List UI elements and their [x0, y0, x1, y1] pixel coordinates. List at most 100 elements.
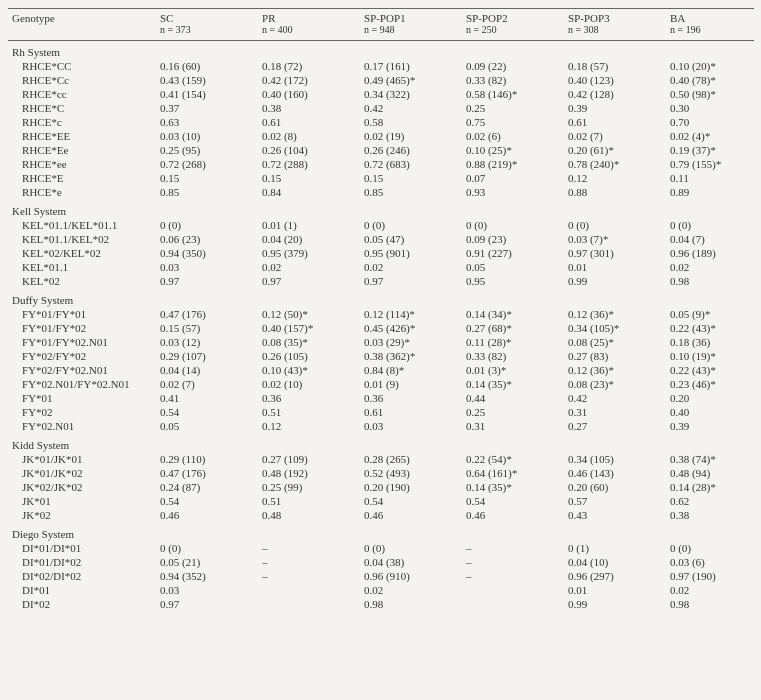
- value-cell: 0.72 (268): [156, 158, 258, 172]
- value-cell: 0.42: [564, 392, 666, 406]
- value-cell: 0.42 (172): [258, 74, 360, 88]
- value-cell: 0.03: [360, 420, 462, 434]
- section-title-row: Diego System: [8, 523, 754, 542]
- col-sub: n = 373: [160, 25, 254, 36]
- genotype-cell: FY*01/FY*02.N01: [8, 336, 156, 350]
- value-cell: 0.38 (362)*: [360, 350, 462, 364]
- table-row: FY*010.410.360.360.440.420.20: [8, 392, 754, 406]
- value-cell: 0.01 (9): [360, 378, 462, 392]
- value-cell: 0.47 (176): [156, 308, 258, 322]
- value-cell: –: [462, 556, 564, 570]
- value-cell: 0.39: [666, 420, 754, 434]
- value-cell: 0.42 (128): [564, 88, 666, 102]
- genotype-cell: DI*02/DI*02: [8, 570, 156, 584]
- value-cell: 0.95 (379): [258, 247, 360, 261]
- value-cell: 0.37: [156, 102, 258, 116]
- value-cell: 0.89: [666, 186, 754, 200]
- value-cell: 0.34 (322): [360, 88, 462, 102]
- value-cell: 0.46: [462, 509, 564, 523]
- genotype-cell: RHCE*e: [8, 186, 156, 200]
- value-cell: 0.08 (25)*: [564, 336, 666, 350]
- value-cell: 0 (1): [564, 542, 666, 556]
- genotype-cell: JK*01/JK*02: [8, 467, 156, 481]
- value-cell: 0.50 (98)*: [666, 88, 754, 102]
- value-cell: –: [258, 556, 360, 570]
- table-row: FY*02.N01/FY*02.N010.02 (7)0.02 (10)0.01…: [8, 378, 754, 392]
- genotype-cell: RHCE*ee: [8, 158, 156, 172]
- col-sub: n = 250: [466, 25, 560, 36]
- value-cell: 0.29 (110): [156, 453, 258, 467]
- value-cell: 0.36: [360, 392, 462, 406]
- value-cell: 0 (0): [360, 542, 462, 556]
- value-cell: 0.02: [666, 261, 754, 275]
- genotype-cell: RHCE*E: [8, 172, 156, 186]
- value-cell: 0.12 (50)*: [258, 308, 360, 322]
- table-row: JK*02/JK*020.24 (87)0.25 (99)0.20 (190)0…: [8, 481, 754, 495]
- value-cell: 0.25: [462, 102, 564, 116]
- value-cell: 0.05 (9)*: [666, 308, 754, 322]
- value-cell: 0.40 (123): [564, 74, 666, 88]
- value-cell: 0.14 (35)*: [462, 481, 564, 495]
- value-cell: 0.01: [564, 584, 666, 598]
- value-cell: 0.03 (10): [156, 130, 258, 144]
- value-cell: 0.01 (1): [258, 219, 360, 233]
- value-cell: 0.11: [666, 172, 754, 186]
- value-cell: 0.03 (7)*: [564, 233, 666, 247]
- value-cell: 0.97: [258, 275, 360, 289]
- value-cell: 0.72 (683): [360, 158, 462, 172]
- table-row: DI*02/DI*020.94 (352)–0.96 (910)–0.96 (2…: [8, 570, 754, 584]
- col-sc: SC n = 373: [156, 9, 258, 41]
- value-cell: 0.26 (104): [258, 144, 360, 158]
- table-row: RHCE*Ee0.25 (95)0.26 (104)0.26 (246)0.10…: [8, 144, 754, 158]
- value-cell: 0.10 (25)*: [462, 144, 564, 158]
- value-cell: 0.22 (43)*: [666, 322, 754, 336]
- col-pr: PR n = 400: [258, 9, 360, 41]
- value-cell: 0.64 (161)*: [462, 467, 564, 481]
- value-cell: 0.11 (28)*: [462, 336, 564, 350]
- value-cell: 0.94 (350): [156, 247, 258, 261]
- value-cell: 0.08 (35)*: [258, 336, 360, 350]
- value-cell: 0.97 (301): [564, 247, 666, 261]
- value-cell: 0.39: [564, 102, 666, 116]
- genotype-cell: RHCE*cc: [8, 88, 156, 102]
- genotype-cell: DI*02: [8, 598, 156, 612]
- value-cell: 0.22 (43)*: [666, 364, 754, 378]
- genotype-cell: DI*01: [8, 584, 156, 598]
- value-cell: 0 (0): [360, 219, 462, 233]
- value-cell: 0.04 (14): [156, 364, 258, 378]
- value-cell: 0.02: [360, 584, 462, 598]
- value-cell: 0.58: [360, 116, 462, 130]
- value-cell: 0.96 (297): [564, 570, 666, 584]
- value-cell: 0.96 (189): [666, 247, 754, 261]
- col-ba: BA n = 196: [666, 9, 754, 41]
- section-title-row: Kell System: [8, 200, 754, 219]
- value-cell: 0.27 (68)*: [462, 322, 564, 336]
- value-cell: 0.46: [360, 509, 462, 523]
- value-cell: 0.25 (95): [156, 144, 258, 158]
- value-cell: 0.02: [666, 584, 754, 598]
- table-row: RHCE*EE0.03 (10)0.02 (8)0.02 (19)0.02 (6…: [8, 130, 754, 144]
- value-cell: 0.20 (60): [564, 481, 666, 495]
- genotype-cell: RHCE*C: [8, 102, 156, 116]
- value-cell: 0.07: [462, 172, 564, 186]
- value-cell: 0.25 (99): [258, 481, 360, 495]
- value-cell: 0.38 (74)*: [666, 453, 754, 467]
- value-cell: 0.40 (157)*: [258, 322, 360, 336]
- value-cell: 0.05 (21): [156, 556, 258, 570]
- genotype-cell: FY*02.N01: [8, 420, 156, 434]
- table-row: KEL*01.10.030.020.020.050.010.02: [8, 261, 754, 275]
- value-cell: 0.02: [360, 261, 462, 275]
- genotype-cell: RHCE*Ee: [8, 144, 156, 158]
- value-cell: 0 (0): [462, 219, 564, 233]
- table-row: RHCE*e0.850.840.850.930.880.89: [8, 186, 754, 200]
- value-cell: 0.05: [462, 261, 564, 275]
- genotype-cell: DI*01/DI*02: [8, 556, 156, 570]
- value-cell: 0.85: [156, 186, 258, 200]
- value-cell: 0.43: [564, 509, 666, 523]
- value-cell: 0.97: [156, 275, 258, 289]
- value-cell: 0.54: [156, 406, 258, 420]
- value-cell: 0 (0): [564, 219, 666, 233]
- col-sp3: SP-POP3 n = 308: [564, 9, 666, 41]
- value-cell: 0.20 (61)*: [564, 144, 666, 158]
- table-row: RHCE*c0.630.610.580.750.610.70: [8, 116, 754, 130]
